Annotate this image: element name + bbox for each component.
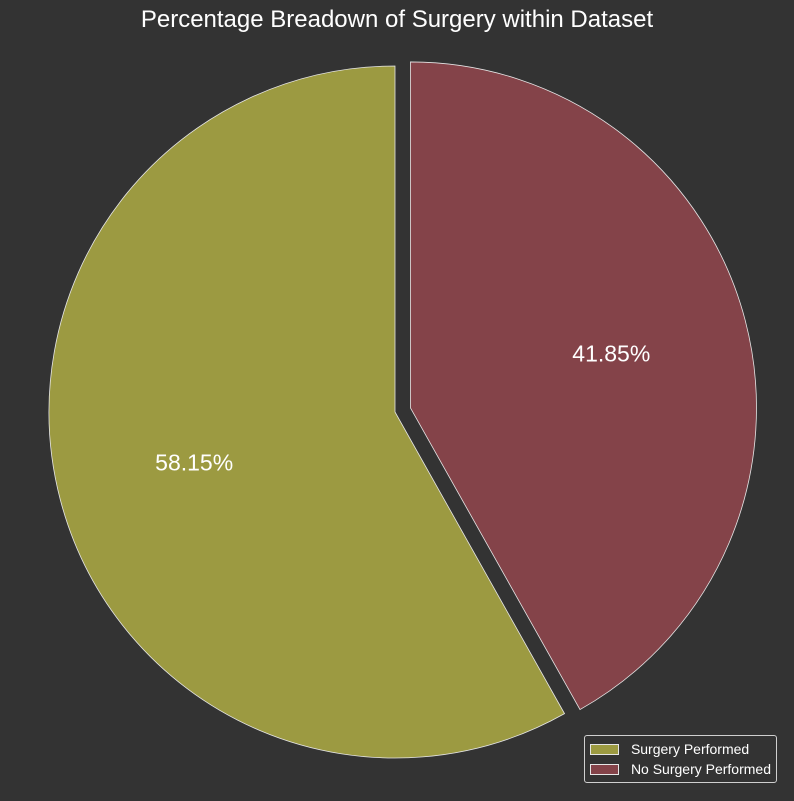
pie-label-surgery-performed: 58.15%	[155, 450, 233, 476]
legend-label-surgery-performed: Surgery Performed	[630, 741, 750, 757]
pie-slice-surgery-performed	[48, 65, 566, 759]
legend: Surgery Performed No Surgery Performed	[583, 735, 777, 783]
legend-swatch-surgery-performed	[589, 743, 619, 755]
pie-label-no-surgery-performed: 41.85%	[572, 340, 650, 366]
pie-slices	[48, 61, 757, 759]
chart-title: Percentage Breadown of Surgery within Da…	[140, 6, 654, 33]
legend-item-no-surgery-performed: No Surgery Performed	[589, 759, 771, 779]
pie-labels: 58.15% 41.85%	[155, 340, 650, 475]
legend-label-no-surgery-performed: No Surgery Performed	[630, 761, 771, 777]
pie-slice-no-surgery-performed	[410, 61, 757, 711]
legend-item-surgery-performed: Surgery Performed	[589, 739, 771, 759]
legend-swatch-no-surgery-performed	[589, 763, 619, 775]
